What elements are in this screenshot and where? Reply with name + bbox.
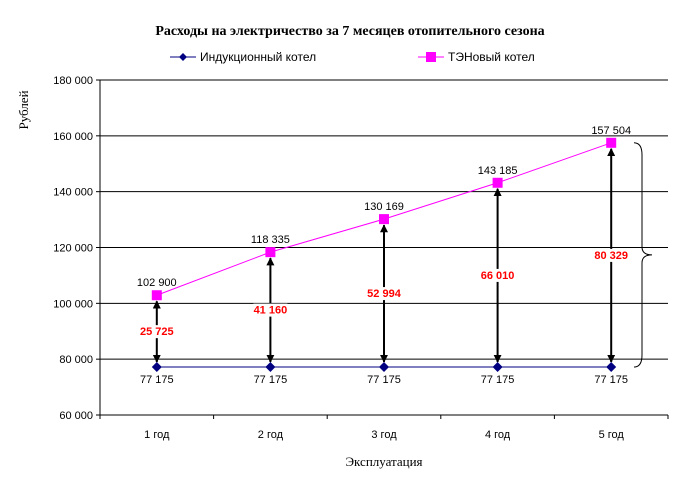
data-label-ten: 130 169	[364, 201, 404, 213]
data-label-induction: 77 175	[254, 374, 288, 386]
data-label-ten: 102 900	[137, 277, 177, 289]
point-induction	[151, 362, 162, 373]
data-label-ten: 143 185	[478, 165, 518, 177]
difference-label-bg	[367, 287, 401, 301]
difference-brace	[633, 142, 653, 368]
x-tick-label: 2 год	[258, 429, 284, 441]
point-induction	[492, 362, 503, 373]
legend-label-ten: ТЭНовый котел	[448, 50, 535, 64]
legend-label-induction: Индукционный котел	[200, 50, 316, 64]
point-ten	[265, 247, 276, 258]
y-tick-label: 180 000	[53, 75, 93, 87]
difference-label: 80 329	[594, 250, 628, 262]
point-ten	[606, 137, 617, 148]
point-induction	[379, 362, 389, 373]
legend-marker-induction	[179, 53, 187, 61]
difference-arrows: 25 725 41 160 52 994 66 010 80 329	[139, 148, 629, 363]
point-ten	[151, 290, 162, 301]
point-induction	[606, 362, 617, 373]
y-tick-label: 60 000	[59, 410, 93, 422]
y-tick-label: 120 000	[53, 243, 93, 255]
data-label-induction: 77 175	[140, 374, 174, 386]
difference-label: 25 725	[140, 326, 174, 338]
legend: Индукционный котел ТЭНовый котел	[170, 50, 535, 64]
y-tick-label: 100 000	[53, 298, 93, 310]
chart-title: Расходы на электричество за 7 месяцев от…	[155, 24, 544, 39]
x-axis-label: Эксплуатация	[345, 454, 422, 469]
difference-label: 52 994	[367, 288, 402, 300]
series-points	[151, 137, 617, 373]
difference-label-bg	[480, 268, 515, 282]
y-tick-label: 140 000	[53, 187, 93, 199]
x-tick-label: 1 год	[144, 429, 170, 441]
difference-label-bg	[594, 248, 629, 262]
data-label-ten: 118 335	[251, 234, 290, 246]
y-tick-label: 160 000	[53, 131, 93, 143]
y-axis-label: Рублей	[16, 90, 31, 129]
legend-marker-ten	[426, 52, 436, 62]
y-ticks: 60 000 80 000 100 000 120 000 140 000 160 000…	[53, 75, 100, 422]
x-tick-label: 5 год	[599, 429, 625, 441]
point-ten	[492, 177, 503, 188]
x-tick-label: 4 год	[485, 429, 511, 441]
data-label-induction: 77 175	[594, 374, 628, 386]
data-label-induction: 77 175	[481, 374, 515, 386]
data-label-ten: 157 504	[591, 125, 631, 137]
y-tick-label: 80 000	[59, 354, 93, 366]
difference-label-bg	[139, 325, 174, 339]
x-tick-label: 3 год	[371, 429, 397, 441]
difference-label: 66 010	[481, 270, 515, 282]
x-ticks: 1 год 2 год 3 год 4 год 5 год	[99, 415, 669, 441]
data-labels: 77 175 77 175 77 175 77 175 77 175 102 900 118…	[137, 125, 631, 386]
point-ten	[379, 214, 389, 225]
point-induction	[265, 362, 276, 373]
data-label-induction: 77 175	[367, 374, 401, 386]
difference-label-bg	[253, 303, 288, 317]
difference-label: 41 160	[254, 305, 288, 317]
